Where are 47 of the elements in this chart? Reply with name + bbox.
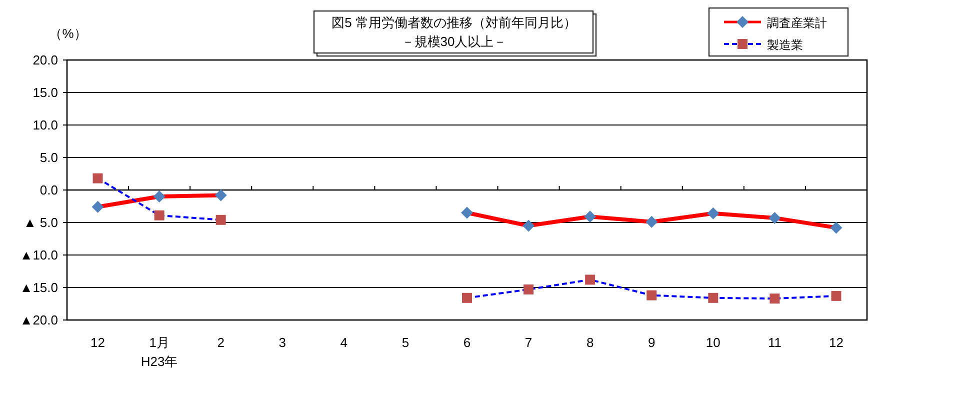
point — [770, 294, 780, 304]
legend-label: 製造業 — [767, 38, 803, 52]
point — [707, 207, 720, 220]
point — [585, 274, 596, 285]
y-tick-label: ▲ 5.0 — [23, 215, 58, 230]
y-tick-label: 10.0 — [32, 118, 58, 132]
point — [584, 210, 596, 223]
x-tick-label: 10 — [706, 335, 720, 350]
point — [461, 206, 473, 219]
y-tick-label: 5.0 — [40, 150, 58, 165]
point — [154, 210, 164, 220]
x-tick-label: 3 — [278, 335, 286, 350]
x-tick-label: 4 — [340, 335, 348, 350]
y-tick-label: ▲20.0 — [20, 312, 58, 328]
point — [92, 173, 103, 184]
x-tick-label: 9 — [648, 335, 656, 350]
y-tick-label: 0.0 — [40, 182, 58, 198]
x-tick-label: 1月 H23年 — [140, 335, 178, 369]
point — [522, 220, 535, 232]
y-tick-label: 15.0 — [32, 85, 58, 100]
point — [92, 200, 104, 213]
y-tick-label: ▲10.0 — [20, 248, 58, 262]
x-tick-label: 11 — [768, 335, 782, 350]
point — [216, 214, 226, 225]
chart-title: 図5 常用労働者数の推移（対前年同月比） — [332, 15, 576, 30]
x-tick-label: 12 — [90, 335, 106, 350]
x-tick-label: 8 — [586, 335, 594, 350]
point — [768, 212, 781, 224]
x-tick-label: 5 — [402, 335, 410, 350]
legend-label: 調査産業計 — [767, 16, 827, 30]
chart-subtitle: －規模30人以上－ — [401, 34, 507, 49]
point — [153, 190, 166, 202]
x-tick-label: 12 — [828, 335, 844, 350]
point — [524, 284, 534, 294]
point — [831, 290, 842, 301]
point — [708, 292, 718, 303]
x-tick-label: 7 — [524, 335, 532, 350]
y-tick-label: ▲15.0 — [20, 280, 58, 295]
point — [646, 216, 658, 228]
point — [462, 292, 472, 303]
x-tick-label: 6 — [463, 335, 471, 350]
point — [646, 290, 657, 300]
y-tick-label: 20.0 — [32, 52, 58, 68]
y-axis-title: （%） — [49, 26, 87, 41]
point — [830, 222, 842, 234]
point — [214, 189, 227, 202]
x-tick-label: 2 — [217, 335, 224, 350]
